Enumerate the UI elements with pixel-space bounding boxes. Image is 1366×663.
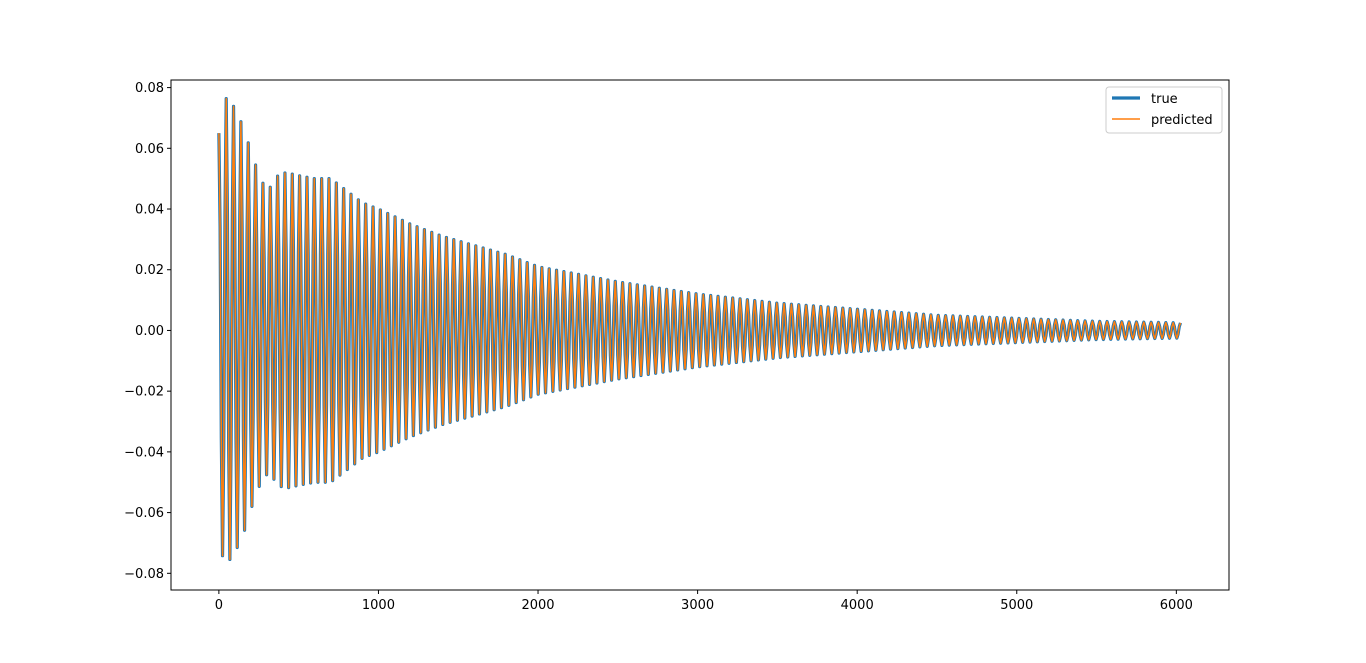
- y-tick-label: −0.04: [124, 445, 164, 460]
- x-tick-label: 3000: [681, 598, 714, 613]
- x-tick-label: 2000: [521, 598, 554, 613]
- x-tick-label: 1000: [362, 598, 395, 613]
- y-axis: −0.08 −0.06 −0.04 −0.02 0.00 0.02 0.04 0.06 0.08: [124, 81, 171, 582]
- x-tick-label: 0: [215, 598, 223, 613]
- series-layer: [217, 97, 1183, 562]
- x-axis: 0 1000 2000 3000 4000 5000 6000: [215, 590, 1193, 613]
- y-tick-label: −0.06: [124, 506, 164, 521]
- y-tick-label: −0.02: [124, 385, 164, 400]
- y-tick-label: 0.00: [135, 324, 164, 339]
- y-tick-label: 0.06: [135, 142, 164, 157]
- y-tick-label: 0.04: [135, 203, 164, 218]
- plot-frame: [170, 79, 1230, 591]
- y-tick-label: 0.08: [135, 81, 164, 96]
- y-tick-label: 0.02: [135, 263, 164, 278]
- x-tick-label: 4000: [841, 598, 874, 613]
- y-tick-label: −0.08: [124, 567, 164, 582]
- series-line-predicted: [218, 97, 1182, 561]
- x-tick-label: 5000: [1000, 598, 1033, 613]
- x-tick-label: 6000: [1160, 598, 1193, 613]
- legend-label-predicted: predicted: [1151, 113, 1213, 128]
- legend: true predicted: [1105, 86, 1223, 134]
- legend-label-true: true: [1151, 92, 1178, 107]
